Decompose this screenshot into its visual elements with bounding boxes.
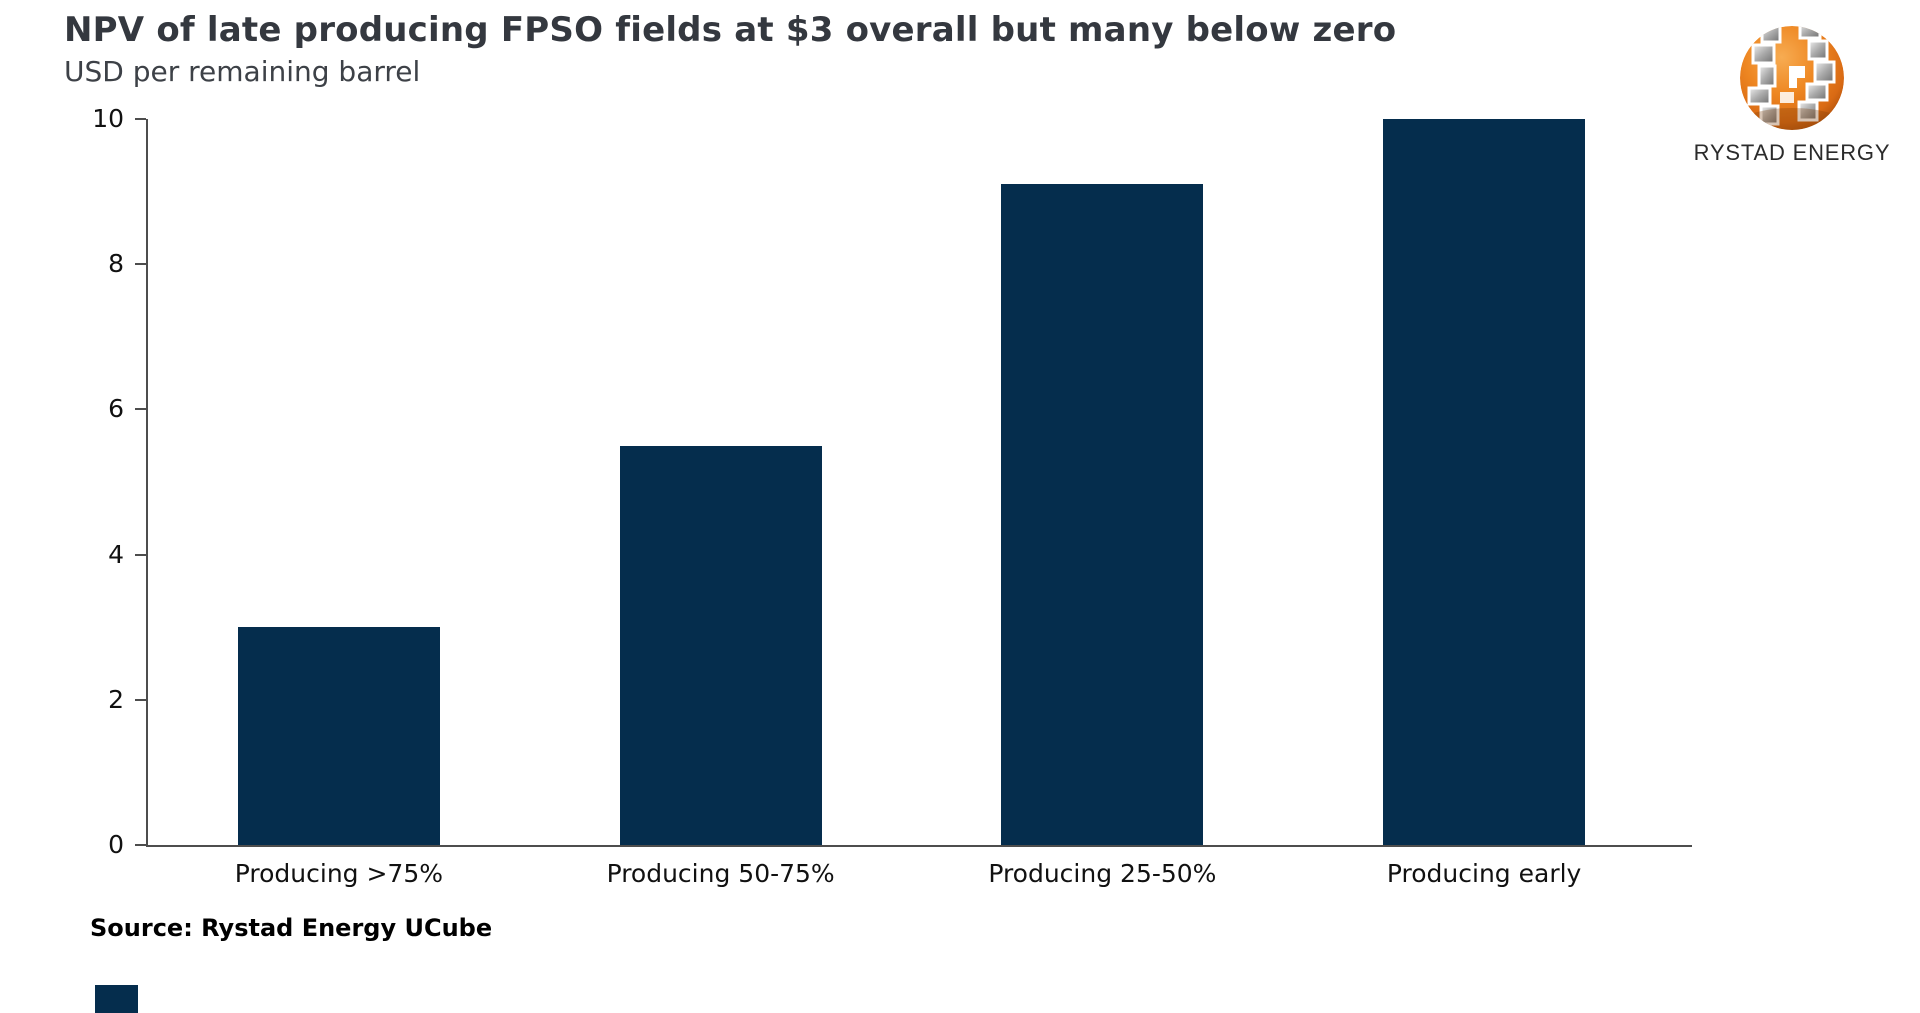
x-axis-label: Producing 25-50% — [988, 859, 1217, 888]
bars-container: Producing >75% Producing 50-75% Producing … — [148, 119, 1675, 888]
chart-subtitle: USD per remaining barrel — [64, 55, 421, 88]
bar-3 — [1001, 184, 1204, 845]
bar-slot: Producing 50-75% — [530, 119, 912, 888]
y-tick-mark — [135, 844, 146, 846]
bar-1 — [237, 627, 440, 845]
y-axis: 0 2 4 6 8 10 — [92, 104, 1692, 859]
bar-4 — [1383, 119, 1586, 845]
y-tick-label: 6 — [108, 394, 124, 424]
bar-slot: Producing 25-50% — [912, 119, 1294, 888]
y-tick-label: 10 — [92, 104, 124, 133]
x-axis-label: Producing 50-75% — [606, 859, 835, 888]
y-tick-mark — [135, 553, 146, 556]
x-axis-label: Producing early — [1386, 859, 1582, 888]
plot-area: 0 2 4 6 8 10 Producing >75% Producing 50-75% Pr… — [92, 104, 1692, 888]
chart-title: NPV of late producing FPSO fields at $3 … — [64, 10, 1397, 50]
y-tick-mark — [135, 263, 146, 266]
y-tick-mark — [135, 698, 146, 701]
y-tick-mark — [135, 408, 146, 411]
bar-2 — [619, 445, 822, 845]
y-tick-label: 2 — [108, 684, 124, 714]
rystad-logo: RYSTAD ENERGY — [1688, 22, 1896, 166]
chart-header: NPV of late producing FPSO fields at $3 … — [64, 10, 1396, 88]
bar-slot: Producing >75% — [148, 119, 530, 888]
rystad-logo-text: RYSTAD ENERGY — [1693, 140, 1891, 165]
x-axis-label: Producing >75% — [234, 859, 443, 888]
y-tick-label: 4 — [108, 539, 124, 569]
y-tick-label: 8 — [108, 249, 124, 279]
y-tick-mark — [135, 118, 146, 120]
bar-slot: Producing early — [1293, 119, 1675, 888]
footer-accent-bar — [95, 985, 138, 1013]
source-note: Source: Rystad Energy UCube — [90, 914, 493, 942]
globe-icon — [1740, 26, 1844, 130]
y-tick-label: 0 — [108, 830, 124, 859]
